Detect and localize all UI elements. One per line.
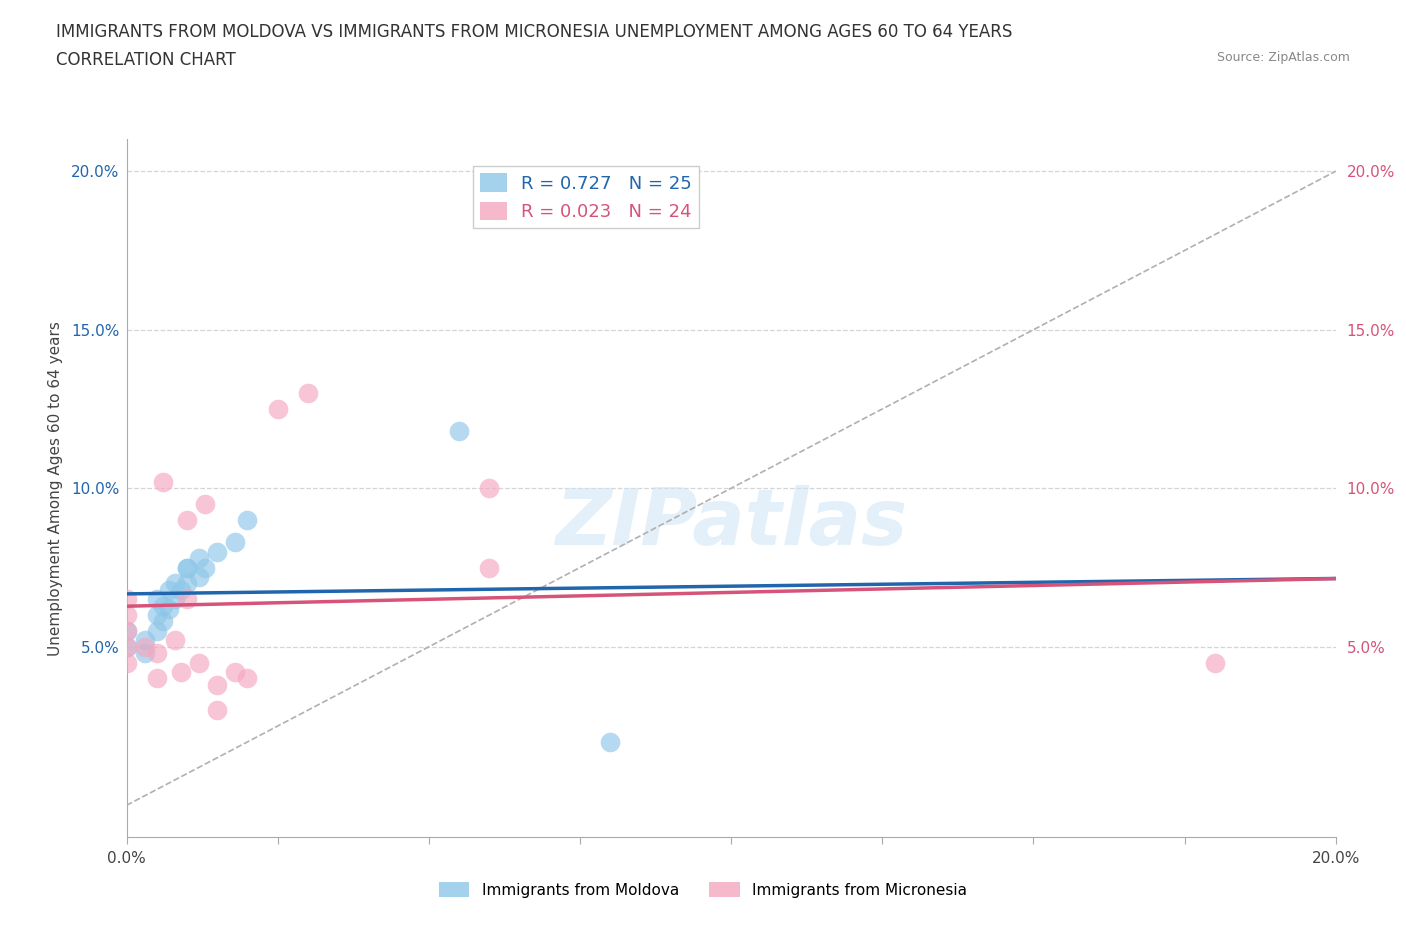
Point bbox=[163, 576, 186, 591]
Point bbox=[236, 671, 259, 686]
Point bbox=[146, 591, 169, 606]
Point bbox=[152, 598, 174, 613]
Point bbox=[115, 607, 138, 622]
Text: IMMIGRANTS FROM MOLDOVA VS IMMIGRANTS FROM MICRONESIA UNEMPLOYMENT AMONG AGES 60: IMMIGRANTS FROM MOLDOVA VS IMMIGRANTS FR… bbox=[56, 23, 1012, 41]
Point bbox=[176, 576, 198, 591]
Point bbox=[115, 655, 138, 670]
Point bbox=[267, 402, 290, 417]
Point bbox=[205, 677, 228, 692]
Point bbox=[194, 560, 217, 575]
Point bbox=[115, 591, 138, 606]
Point bbox=[297, 386, 319, 401]
Point bbox=[176, 560, 198, 575]
Point bbox=[146, 623, 169, 638]
Point bbox=[176, 512, 198, 527]
Point bbox=[163, 633, 186, 648]
Point bbox=[170, 582, 193, 597]
Point bbox=[1204, 655, 1226, 670]
Point bbox=[163, 591, 186, 606]
Point bbox=[146, 671, 169, 686]
Point bbox=[205, 544, 228, 559]
Point bbox=[170, 665, 193, 680]
Point bbox=[194, 497, 217, 512]
Point bbox=[188, 569, 211, 584]
Point bbox=[152, 474, 174, 489]
Point bbox=[224, 665, 246, 680]
Point bbox=[146, 607, 169, 622]
Point bbox=[188, 551, 211, 565]
Point bbox=[115, 623, 138, 638]
Point bbox=[478, 560, 501, 575]
Point bbox=[115, 639, 138, 654]
Point bbox=[115, 639, 138, 654]
Point bbox=[176, 591, 198, 606]
Point bbox=[146, 645, 169, 660]
Legend: Immigrants from Moldova, Immigrants from Micronesia: Immigrants from Moldova, Immigrants from… bbox=[433, 875, 973, 904]
Point bbox=[134, 645, 156, 660]
Legend: R = 0.727   N = 25, R = 0.023   N = 24: R = 0.727 N = 25, R = 0.023 N = 24 bbox=[472, 166, 699, 228]
Point bbox=[236, 512, 259, 527]
Y-axis label: Unemployment Among Ages 60 to 64 years: Unemployment Among Ages 60 to 64 years bbox=[48, 321, 63, 656]
Point bbox=[157, 582, 180, 597]
Point bbox=[205, 703, 228, 718]
Point bbox=[478, 481, 501, 496]
Point bbox=[224, 535, 246, 550]
Point bbox=[188, 655, 211, 670]
Point bbox=[157, 602, 180, 617]
Text: ZIPatlas: ZIPatlas bbox=[555, 485, 907, 561]
Point bbox=[599, 735, 621, 750]
Point bbox=[152, 614, 174, 629]
Point bbox=[176, 560, 198, 575]
Point bbox=[447, 424, 470, 439]
Point bbox=[115, 623, 138, 638]
Text: Source: ZipAtlas.com: Source: ZipAtlas.com bbox=[1216, 51, 1350, 64]
Text: CORRELATION CHART: CORRELATION CHART bbox=[56, 51, 236, 69]
Point bbox=[134, 633, 156, 648]
Point bbox=[134, 639, 156, 654]
